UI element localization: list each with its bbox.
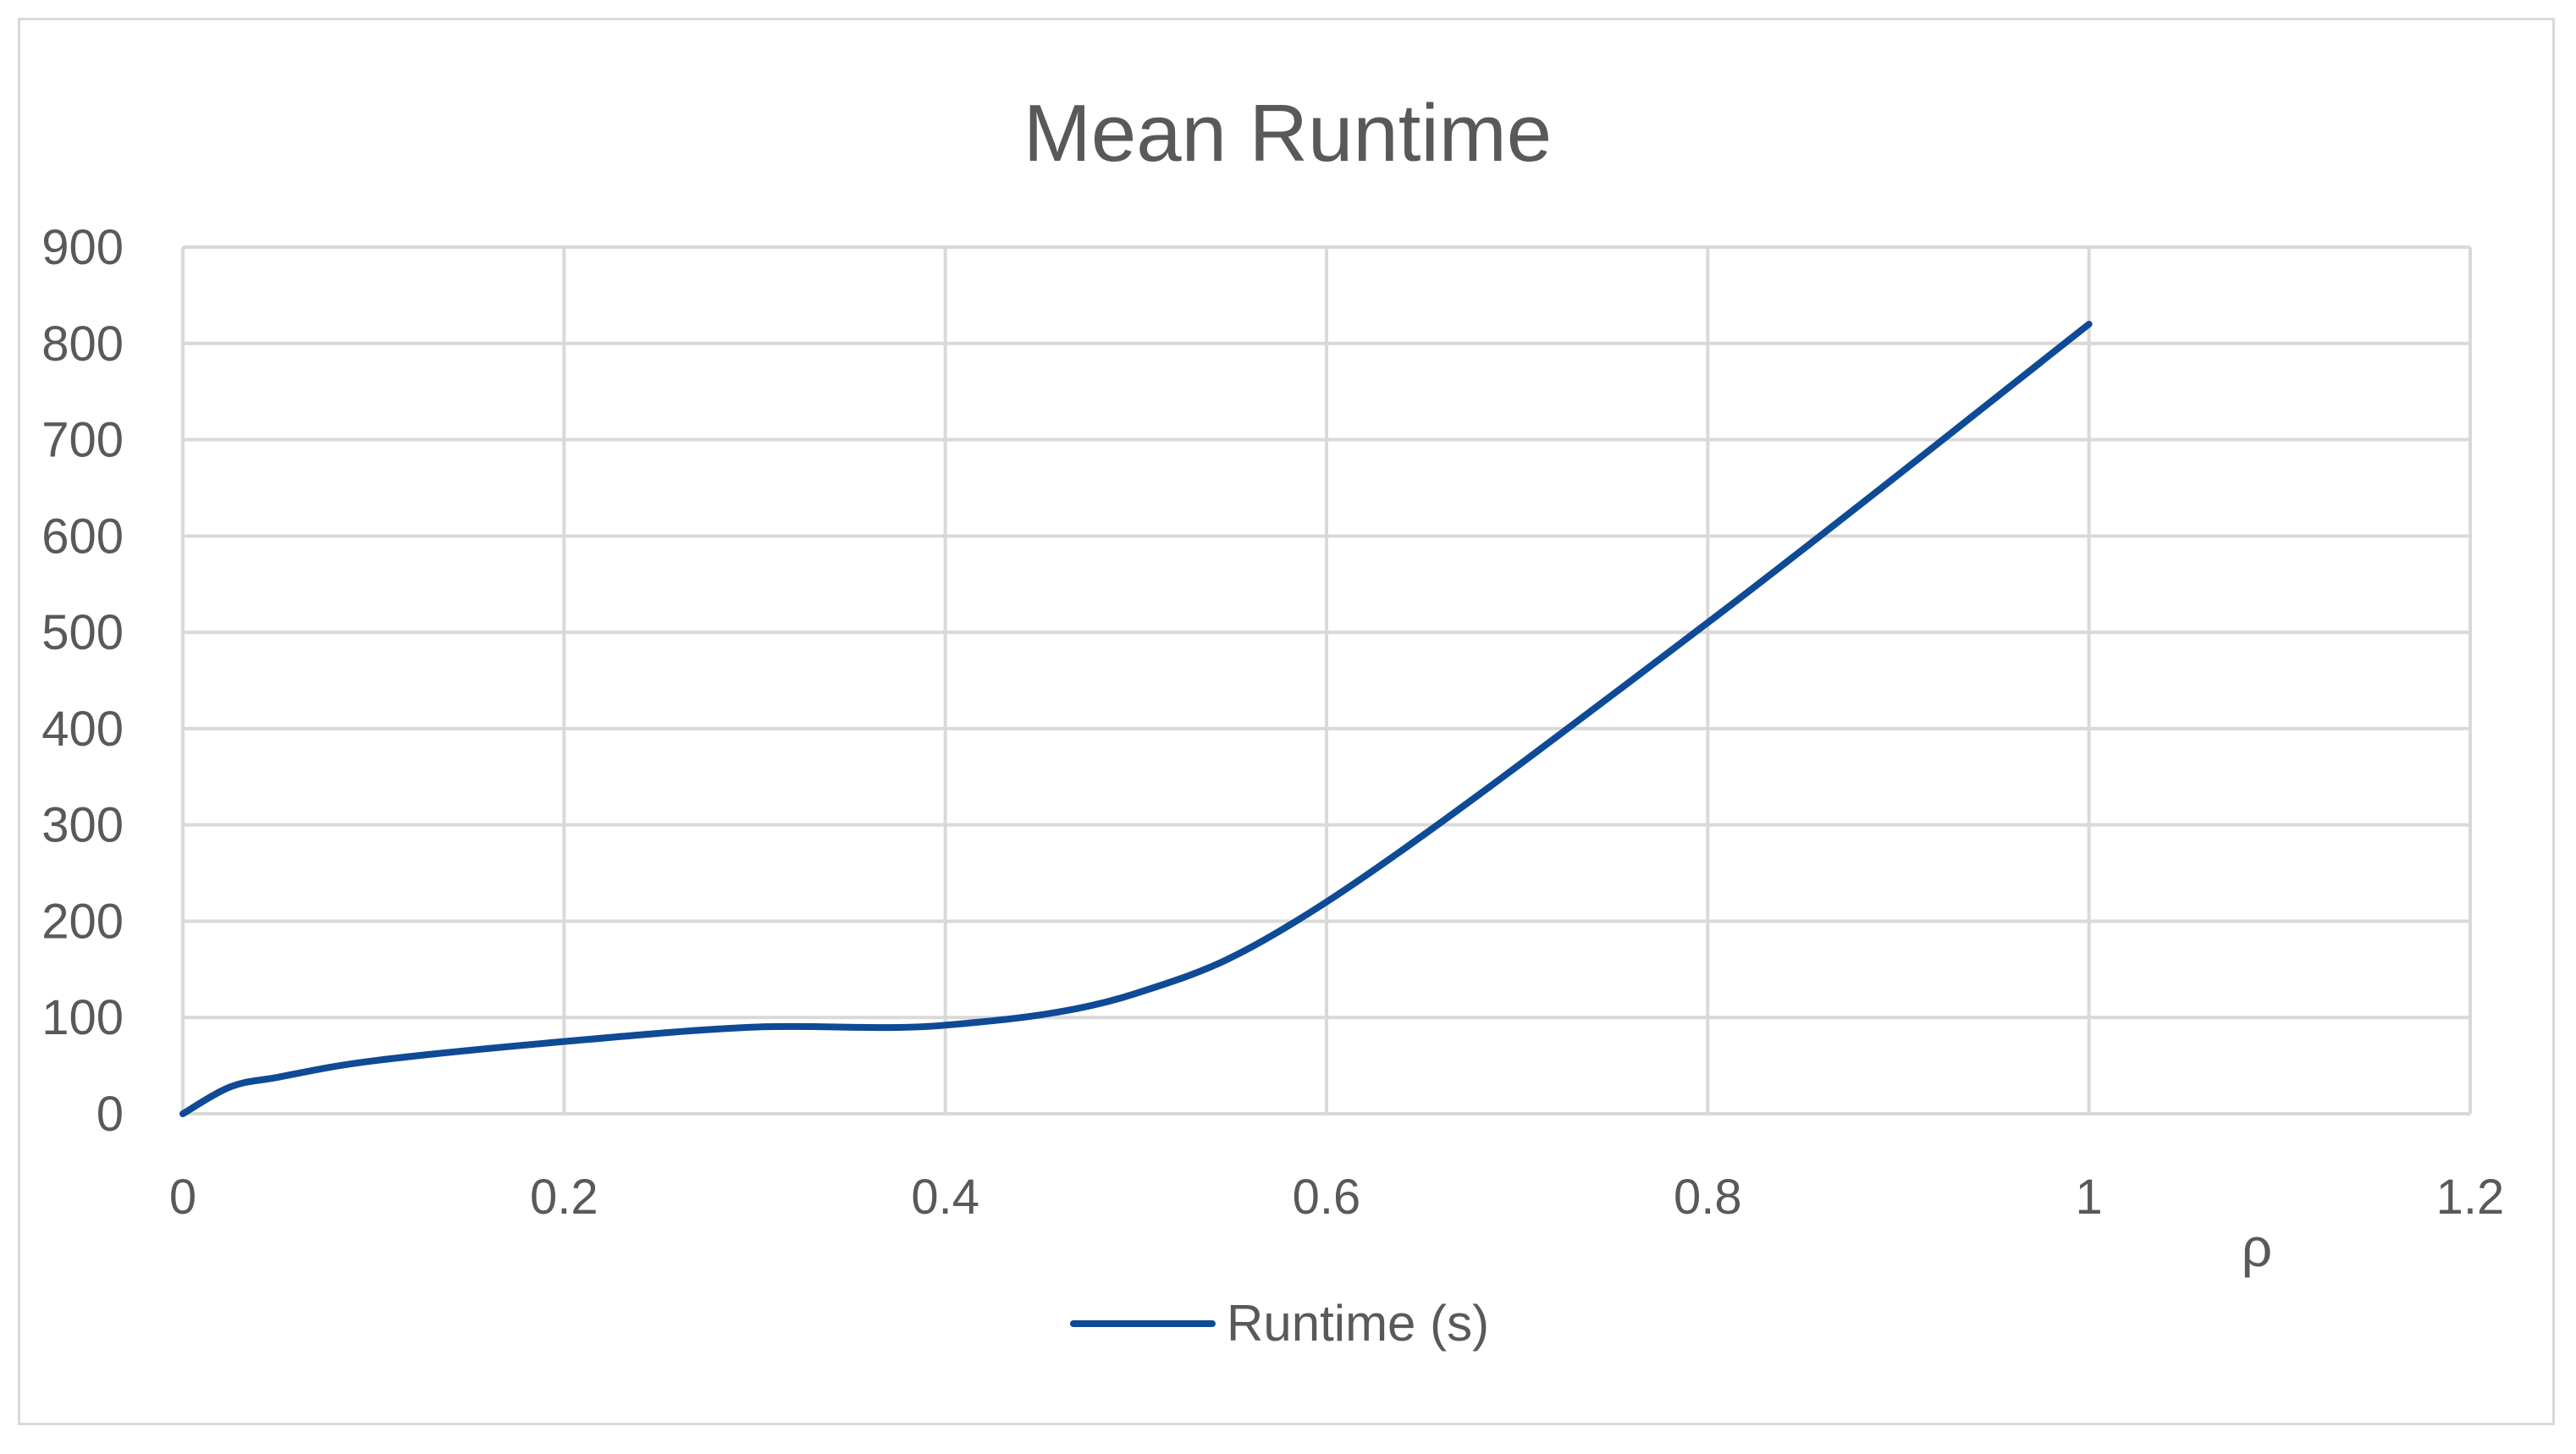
x-tick-label: 0.6 xyxy=(1293,1170,1361,1225)
y-axis-ticks: 0 100 200 300 400 500 600 700 800 900 xyxy=(41,220,124,1142)
y-tick-label: 800 xyxy=(41,317,124,372)
y-tick-label: 400 xyxy=(41,702,124,757)
x-tick-label: 0.8 xyxy=(1674,1170,1742,1225)
x-tick-label: 1 xyxy=(2076,1170,2103,1225)
series-layer xyxy=(179,321,2093,1117)
y-tick-label: 600 xyxy=(41,509,124,564)
y-tick-label: 300 xyxy=(41,798,124,853)
legend-label-runtime: Runtime (s) xyxy=(1227,1295,1489,1352)
y-tick-label: 900 xyxy=(41,220,124,275)
y-tick-label: 0 xyxy=(97,1087,124,1142)
chart-title: Mean Runtime xyxy=(1023,88,1552,179)
series-line-runtime xyxy=(179,321,2093,1117)
x-axis-ticks: 0 0.2 0.4 0.6 0.8 1 1.2 xyxy=(169,1170,2504,1225)
y-tick-label: 500 xyxy=(41,605,124,660)
y-tick-label: 200 xyxy=(41,894,124,949)
chart-frame xyxy=(18,18,2555,1425)
y-tick-label: 100 xyxy=(41,990,124,1045)
x-tick-label: 0.2 xyxy=(530,1170,598,1225)
x-tick-label: 0 xyxy=(169,1170,196,1225)
y-tick-label: 700 xyxy=(41,413,124,468)
x-tick-label: 0.4 xyxy=(911,1170,979,1225)
gridlines xyxy=(181,245,2472,1115)
x-tick-label: 1.2 xyxy=(2436,1170,2505,1225)
legend: Runtime (s) xyxy=(1070,1295,1489,1352)
x-axis-label: ρ xyxy=(2242,1217,2272,1278)
